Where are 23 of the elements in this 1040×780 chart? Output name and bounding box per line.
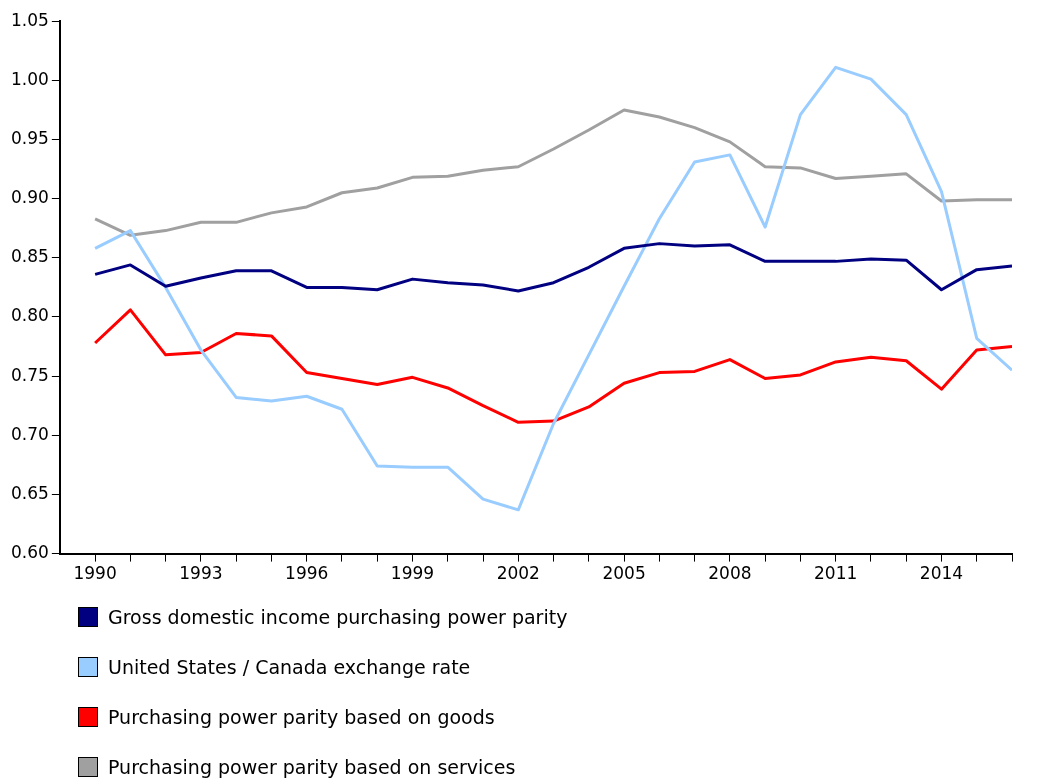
y-tick-label: 0.65	[10, 482, 49, 503]
y-tick-label: 0.60	[10, 542, 49, 563]
x-tick-label: 2008	[708, 563, 752, 584]
x-tick-label: 2005	[602, 563, 646, 584]
x-tick-label: 2011	[814, 563, 858, 584]
x-tick-label: 1999	[390, 563, 435, 584]
legend-label: Purchasing power parity based on services	[108, 756, 516, 778]
y-tick-label: 0.90	[10, 187, 49, 208]
legend-label: United States / Canada exchange rate	[108, 656, 471, 678]
y-tick-label: 0.80	[10, 305, 49, 326]
y-tick-label: 0.70	[10, 423, 49, 444]
y-tick-label: 0.85	[10, 246, 49, 267]
x-tick-label: 2002	[496, 563, 540, 584]
legend-label: Gross domestic income purchasing power parity	[108, 606, 568, 628]
y-tick-label: 1.05	[10, 9, 49, 30]
legend-label: Purchasing power parity based on goods	[108, 706, 495, 728]
x-tick-label: 2014	[919, 563, 964, 584]
y-tick-label: 1.00	[10, 68, 49, 89]
y-tick-label: 0.95	[10, 127, 49, 148]
x-tick-label: 1993	[179, 563, 223, 584]
y-tick-label: 0.75	[10, 364, 49, 385]
x-tick-label: 1990	[73, 563, 117, 584]
x-tick-label: 1996	[285, 563, 329, 584]
